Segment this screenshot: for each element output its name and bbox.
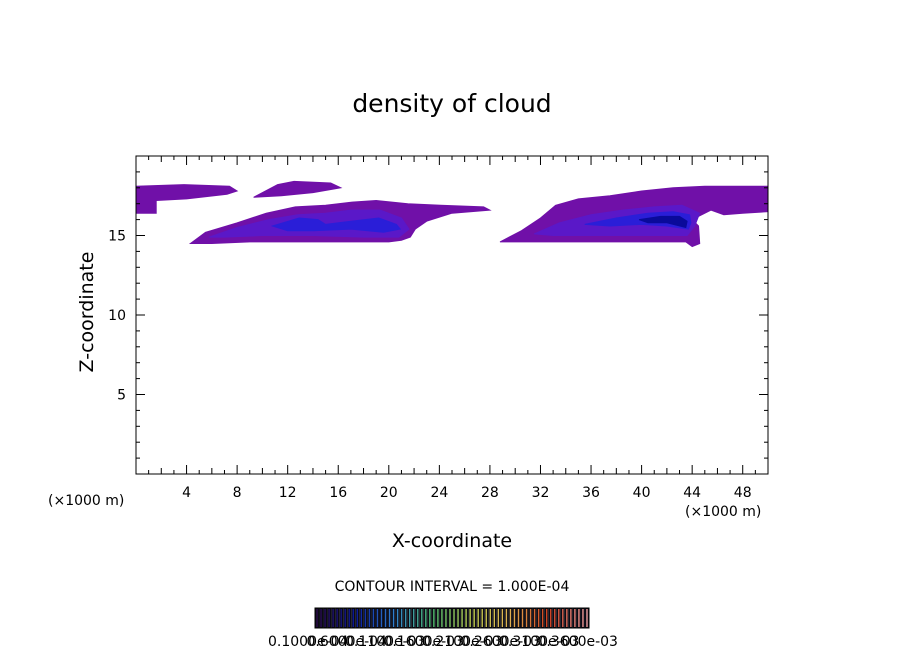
x-tick-label: 48	[734, 485, 752, 501]
colorbar-label: 0.3100e-03	[499, 634, 579, 650]
contour-fill-layer	[135, 180, 769, 248]
x-tick-label: 36	[582, 485, 600, 501]
y-tick-label: 10	[108, 308, 126, 324]
x-tick-label: 44	[683, 485, 701, 501]
colorbar-label: 0.1600e-03	[384, 634, 464, 650]
cloud-region-left-core	[270, 217, 402, 233]
x-tick-label: 8	[233, 485, 242, 501]
y-axis-label: Z-coordinate	[76, 252, 98, 373]
x-tick-label: 20	[380, 485, 398, 501]
cloud-region-right-core-dark	[638, 215, 688, 229]
colorbar-label: 0.2100e-03	[422, 634, 502, 650]
cloud-region-left-high	[135, 184, 239, 214]
colorbar: 0.1000e-040.6000e-040.1100e-030.1600e-03…	[268, 607, 618, 650]
x-tick-label: 24	[430, 485, 448, 501]
colorbar-label: 0.3600e-03	[538, 634, 618, 650]
x-tick-label: 28	[481, 485, 499, 501]
colorbar-frame	[314, 607, 590, 629]
x-tick-label: 16	[329, 485, 347, 501]
cloud-region-left-upper-blob	[253, 180, 343, 198]
contour-interval-label: CONTOUR INTERVAL = 1.000E-04	[335, 579, 570, 595]
colorbar-label: 0.1000e-04	[268, 634, 349, 650]
x-tick-label: 12	[279, 485, 297, 501]
x-tick-label: 40	[633, 485, 651, 501]
y-tick-label: 15	[108, 229, 126, 245]
x-unit-right: (×1000 m)	[685, 504, 761, 520]
colorbar-label: 0.1100e-03	[345, 634, 425, 650]
colorbar-label: 0.2600e-03	[461, 634, 541, 650]
x-unit-left: (×1000 m)	[48, 493, 124, 509]
colorbar-label: 0.6000e-04	[307, 634, 388, 650]
chart-title: density of cloud	[352, 89, 551, 118]
x-tick-label: 32	[532, 485, 550, 501]
x-axis-label: X-coordinate	[392, 530, 512, 552]
x-tick-label: 4	[182, 485, 191, 501]
y-tick-label: 5	[117, 388, 126, 404]
